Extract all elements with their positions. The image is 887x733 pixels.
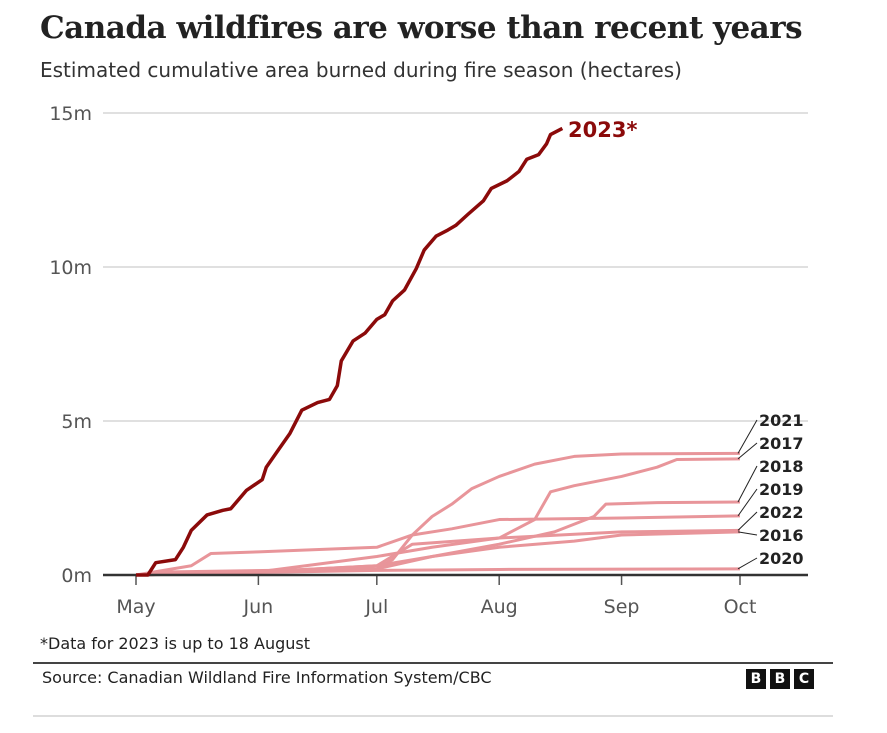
series-line-2016 [135, 530, 741, 577]
y-tick-label: 0m [61, 565, 92, 587]
series-label-2018: 2018 [759, 457, 804, 476]
series-label-2021: 2021 [759, 411, 804, 430]
label-leader-line [737, 442, 758, 460]
label-leader-line [737, 465, 758, 503]
label-leader-line [737, 419, 758, 454]
logo-letter: B [746, 669, 766, 689]
logo-letter: B [770, 669, 790, 689]
chart-title: Canada wildfires are worse than recent y… [40, 10, 803, 46]
divider [33, 662, 833, 664]
source-text: Source: Canadian Wildland Fire Informati… [42, 668, 492, 687]
series-label-2019: 2019 [759, 480, 804, 499]
y-tick-label: 15m [49, 103, 92, 125]
label-leader-line [737, 531, 758, 536]
x-tick-label: Jul [364, 596, 388, 618]
series-line-2019 [135, 514, 741, 577]
label-leader-line [737, 511, 758, 531]
divider [33, 715, 833, 717]
chart-subtitle: Estimated cumulative area burned during … [40, 58, 682, 82]
series-label-2017: 2017 [759, 434, 804, 453]
x-tick-label: May [116, 596, 155, 618]
x-tick-label: Aug [481, 596, 518, 618]
series-line-2020 [135, 567, 741, 577]
series-label-2016: 2016 [759, 526, 804, 545]
series-line-2017 [135, 457, 741, 577]
x-tick-label: Oct [724, 596, 757, 618]
label-leader-line [737, 557, 758, 570]
series-label-2022: 2022 [759, 503, 804, 522]
series-label-2020: 2020 [759, 549, 804, 568]
x-tick-label: Jun [243, 596, 274, 618]
y-tick-label: 10m [49, 257, 92, 279]
logo-letter: C [794, 669, 814, 689]
x-tick-label: Sep [604, 596, 640, 618]
series-line-2023 [136, 126, 564, 577]
label-leader-line [737, 488, 758, 517]
footnote: *Data for 2023 is up to 18 August [40, 634, 311, 653]
y-tick-label: 5m [61, 411, 92, 433]
line-chart: 0m 5m 10m 15m May Jun Jul Aug Sep Oct 2021 2017 2018… [49, 103, 808, 618]
series-label-2023: 2023* [568, 118, 637, 142]
